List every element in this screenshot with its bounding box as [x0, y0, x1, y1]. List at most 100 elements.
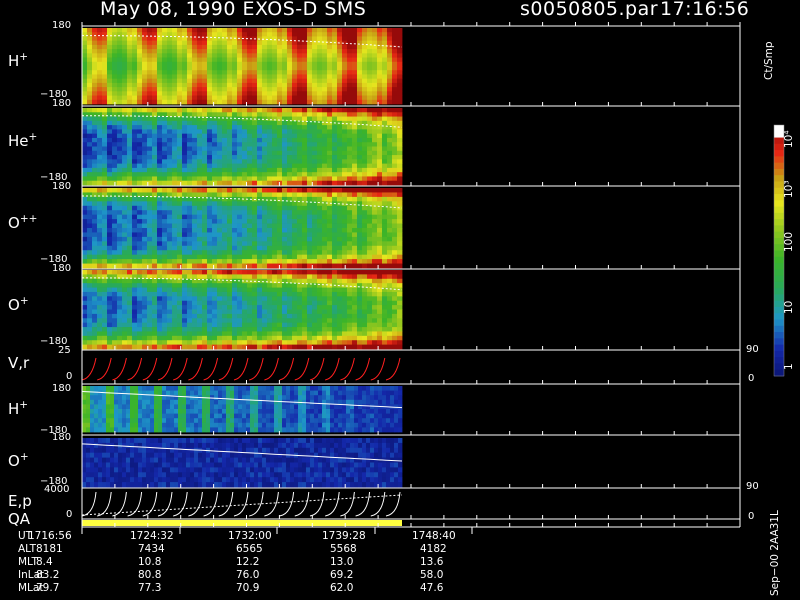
spectrogram-cell	[292, 150, 298, 156]
spectrogram-cell	[287, 129, 293, 135]
spectrogram-cell	[177, 274, 183, 280]
spectrogram-cell	[127, 61, 133, 67]
spectrogram-cell	[142, 87, 148, 92]
spectrogram-cell	[272, 300, 278, 306]
spectrogram-cell	[257, 146, 263, 152]
spectrogram-cell	[106, 386, 111, 391]
spectrogram-cell	[92, 278, 98, 284]
spectrogram-cell	[277, 305, 283, 310]
spectrogram-cell	[138, 413, 143, 419]
spectrogram-cell	[392, 159, 398, 165]
spectrogram-cell	[252, 99, 258, 105]
spectrogram-cell	[226, 427, 231, 433]
spectrogram-cell	[202, 32, 208, 37]
spectrogram-cell	[122, 95, 128, 101]
spectrogram-cell	[252, 254, 258, 260]
spectrogram-cell	[262, 219, 268, 224]
spectrogram-cell	[172, 172, 178, 177]
spectrogram-cell	[392, 263, 398, 269]
spectrogram-cell	[172, 327, 178, 332]
spectrogram-cell	[382, 99, 388, 105]
spectrogram-cell	[146, 404, 151, 410]
spectrogram-cell	[132, 287, 138, 293]
spectrogram-cell	[177, 331, 183, 337]
spectrogram-cell	[177, 133, 183, 139]
spectrogram-cell	[157, 327, 163, 332]
spectrogram-cell	[342, 137, 348, 143]
spectrogram-cell	[97, 78, 103, 84]
spectrogram-cell	[162, 137, 168, 143]
spectrogram-cell	[152, 57, 158, 63]
spectrogram-cell	[212, 172, 218, 177]
spectrogram-cell	[132, 205, 138, 211]
spectrogram-cell	[122, 125, 128, 130]
spectrogram-cell	[372, 219, 378, 224]
spectrogram-cell	[287, 335, 293, 341]
spectrogram-cell	[342, 44, 348, 50]
spectrogram-cell	[174, 404, 179, 410]
spectrogram-cell	[392, 228, 398, 233]
spectrogram-cell	[267, 155, 273, 160]
spectrogram-cell	[312, 300, 318, 306]
spectrogram-cell	[222, 36, 228, 42]
spectrogram-cell	[172, 125, 178, 130]
spectrogram-cell	[347, 32, 353, 37]
spectrogram-cell	[117, 245, 123, 251]
spectrogram-cell	[282, 263, 288, 269]
spectrogram-cell	[87, 327, 93, 332]
spectrogram-cell	[282, 300, 288, 306]
spectrogram-cell	[397, 322, 403, 328]
spectrogram-cell	[152, 259, 158, 264]
spectrogram-cell	[257, 300, 263, 306]
spectrogram-cell	[322, 95, 328, 101]
spectrogram-cell	[292, 327, 298, 332]
spectrogram-cell	[167, 53, 173, 58]
spectrogram-cell	[172, 142, 178, 147]
spectrogram-cell	[387, 180, 393, 186]
spectrogram-cell	[397, 214, 403, 220]
spectrogram-cell	[97, 129, 103, 135]
spectrogram-cell	[114, 427, 119, 433]
spectrogram-cell	[387, 87, 393, 92]
spectrogram-cell	[372, 146, 378, 152]
spectrogram-cell	[146, 418, 151, 424]
spectrogram-cell	[157, 70, 163, 75]
spectrogram-cell	[252, 214, 258, 220]
spectrogram-cell	[147, 214, 153, 220]
spectrogram-cell	[392, 327, 398, 332]
spectrogram-cell	[147, 331, 153, 337]
spectrogram-cell	[107, 228, 113, 233]
spectrogram-cell	[282, 142, 288, 147]
spectrogram-cell	[372, 223, 378, 229]
pitch-angle-overlay	[82, 115, 403, 128]
spectrogram-cell	[112, 245, 118, 251]
spectrogram-cell	[247, 44, 253, 50]
spectrogram-cell	[232, 335, 238, 341]
spectrogram-cell	[206, 404, 211, 410]
spectrogram-cell	[87, 287, 93, 293]
spectrogram-cell	[357, 82, 363, 88]
spectrogram-cell	[397, 228, 403, 233]
spectrogram-cell	[87, 112, 93, 117]
spectrogram-cell	[247, 172, 253, 177]
spectrogram-cell	[202, 283, 208, 288]
spectrogram-cell	[352, 66, 358, 71]
spectrogram-cell	[297, 318, 303, 324]
spectrogram-cell	[132, 176, 138, 182]
spectrogram-cell	[332, 112, 338, 117]
spectrogram-cell	[247, 120, 253, 126]
spectrogram-cell	[152, 44, 158, 50]
spectrogram-cell	[352, 40, 358, 46]
spectrogram-cell	[277, 155, 283, 160]
spectrogram-cell	[192, 95, 198, 101]
spectrogram-cell	[117, 82, 123, 88]
spectrogram-cell	[212, 180, 218, 186]
spectrogram-cell	[112, 44, 118, 50]
spectrogram-cell	[114, 386, 119, 391]
spectrogram-cell	[377, 180, 383, 186]
spectrogram-cell	[247, 259, 253, 264]
spectrogram-cell	[327, 309, 333, 315]
spectrogram-cell	[222, 283, 228, 288]
spectrogram-cell	[337, 250, 343, 256]
spectrogram-cell	[186, 399, 191, 405]
